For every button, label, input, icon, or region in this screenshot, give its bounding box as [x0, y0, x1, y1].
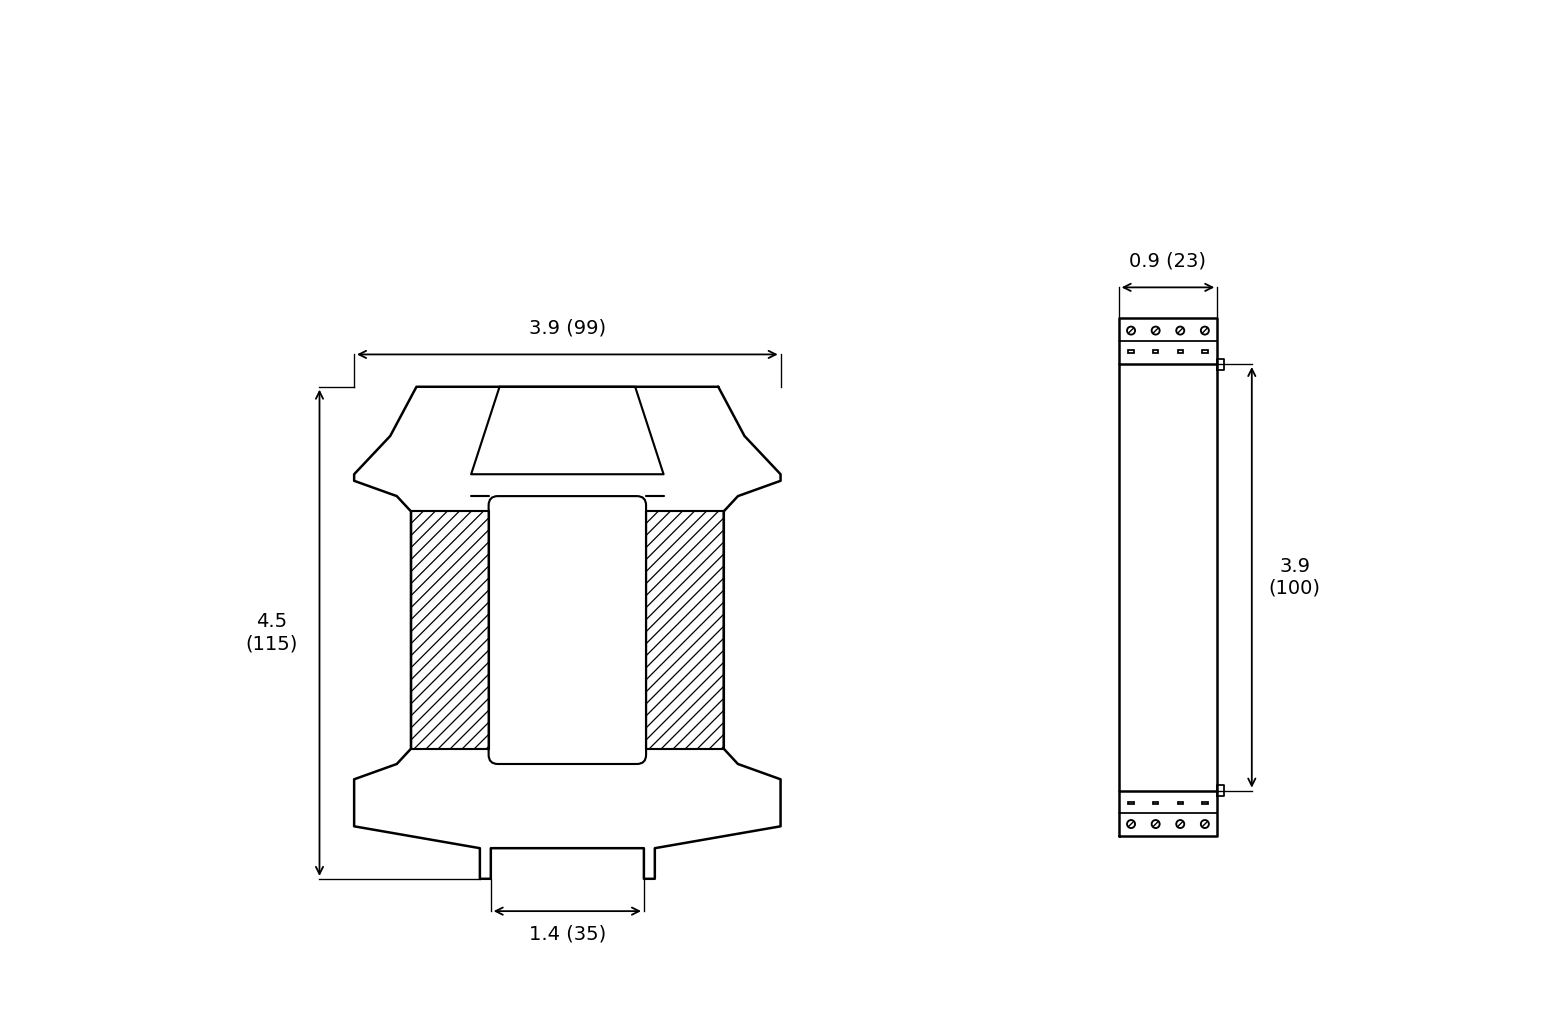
Text: 3.9
(100): 3.9 (100)	[1269, 557, 1321, 598]
Bar	[1152, 801, 1159, 804]
Bar	[1202, 350, 1208, 353]
Bar	[1177, 801, 1183, 804]
Bar	[1177, 350, 1183, 353]
Bar	[1202, 801, 1208, 804]
Bar	[1128, 801, 1134, 804]
Bar	[1128, 350, 1134, 353]
Text: 1.4 (35): 1.4 (35)	[529, 925, 606, 944]
Text: 3.9 (99): 3.9 (99)	[529, 319, 606, 337]
Bar	[1152, 350, 1159, 353]
Text: 4.5
(115): 4.5 (115)	[245, 613, 298, 653]
Text: 0.9 (23): 0.9 (23)	[1129, 252, 1207, 270]
